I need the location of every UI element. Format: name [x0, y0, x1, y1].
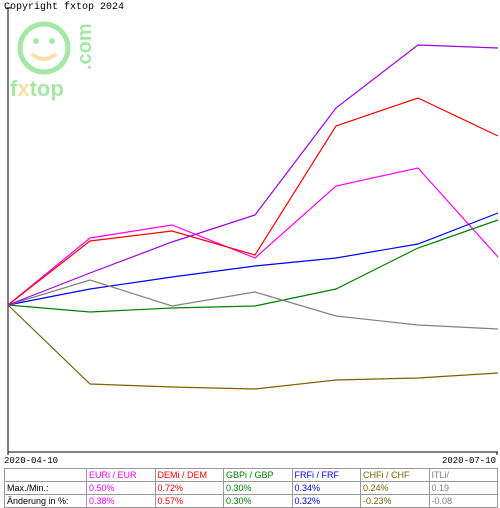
legend-table: EURi / EURDEMi / DEMGBPi / GBPFRFi / FRF… [4, 468, 498, 508]
legend-row-label: Max./Min.: [5, 482, 87, 495]
legend-cell-eur-maxmin: 0.50% [87, 482, 156, 495]
legend-header-blank [5, 469, 87, 482]
legend-cell-dem-maxmin: 0.72% [155, 482, 224, 495]
legend-header-dem: DEMi / DEM [155, 469, 224, 482]
x-axis-end: 2020-07-10 [442, 456, 496, 466]
legend-header-gbp: GBPi / GBP [224, 469, 293, 482]
x-axis-start: 2020-04-10 [4, 456, 58, 466]
legend-cell-frf-maxmin: 0.34% [292, 482, 361, 495]
legend-cell-eur-change: 0.38% [87, 495, 156, 508]
legend-header-chf: CHFi / CHF [361, 469, 430, 482]
legend-row: Max./Min.:0.50%0.72%0.30%0.34%0.24%0.19 [5, 482, 498, 495]
legend-header-itl: ITLi/ [429, 469, 498, 482]
legend-cell-chf-maxmin: 0.24% [361, 482, 430, 495]
legend-cell-gbp-change: 0.30% [224, 495, 293, 508]
legend-cell-chf-change: -0.23% [361, 495, 430, 508]
legend-header-row: EURi / EURDEMi / DEMGBPi / GBPFRFi / FRF… [5, 469, 498, 482]
legend-header-frf: FRFi / FRF [292, 469, 361, 482]
legend-row-label: Änderung in %: [5, 495, 87, 508]
line-chart [0, 0, 500, 455]
legend-cell-itl-change: -0.08 [429, 495, 498, 508]
legend-cell-gbp-maxmin: 0.30% [224, 482, 293, 495]
legend-row: Änderung in %:0.38%0.57%0.30%0.32%-0.23%… [5, 495, 498, 508]
legend-cell-dem-change: 0.57% [155, 495, 224, 508]
legend-header-eur: EURi / EUR [87, 469, 156, 482]
legend-cell-frf-change: 0.32% [292, 495, 361, 508]
legend-cell-itl-maxmin: 0.19 [429, 482, 498, 495]
